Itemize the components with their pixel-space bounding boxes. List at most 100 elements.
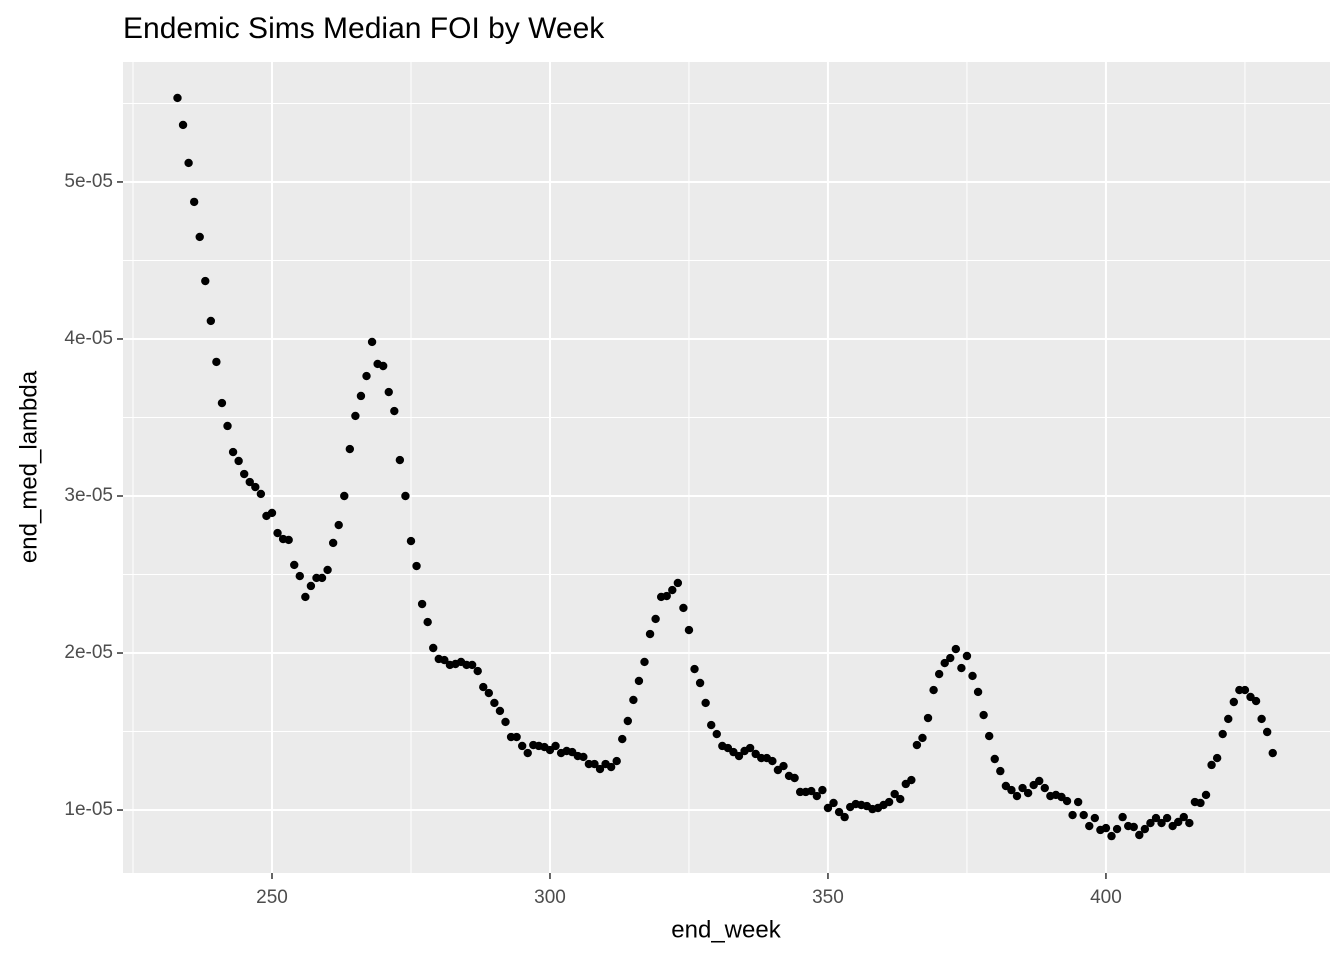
point [1085,821,1094,831]
point [579,752,588,762]
x-axis-title: end_week [671,916,781,943]
point [890,789,899,799]
point [779,761,788,771]
point [1118,812,1127,822]
point [951,644,961,654]
point [390,406,399,416]
point [645,629,655,639]
point [590,759,599,769]
point [1068,810,1077,820]
point [1040,783,1049,793]
chart-title: Endemic Sims Median FOI by Week [123,12,605,45]
point [1079,810,1088,820]
point [957,663,966,673]
point [595,764,605,774]
point [818,785,827,795]
point [356,391,366,401]
x-tick-label: 300 [534,887,566,908]
x-tick-label: 250 [256,887,288,908]
y-axis-title: end_med_lambda [15,370,42,563]
point [1135,830,1144,840]
point [1007,785,1016,795]
point [668,585,677,595]
point [301,592,310,602]
point [1101,823,1111,833]
point [929,685,938,695]
point [317,573,327,583]
point [551,741,560,751]
point [923,713,933,723]
point [768,756,777,766]
point [973,687,983,697]
point [684,625,694,635]
point [679,603,688,613]
point [412,561,421,571]
point [618,734,627,744]
point [351,411,360,421]
point [623,716,633,726]
point [1151,813,1161,823]
point [1112,824,1122,834]
point [517,741,527,751]
point [479,682,488,692]
point [1196,798,1205,808]
point [1268,748,1277,758]
point [1062,796,1072,806]
point [423,617,432,627]
point [1162,813,1172,823]
point [495,706,505,716]
point [490,698,499,708]
point [606,762,616,772]
y-tick-label: 1e-05 [64,799,113,820]
point [395,455,405,465]
point [629,695,638,705]
point [896,794,905,804]
point [812,791,822,801]
point [690,664,699,674]
point [406,536,416,546]
point [745,743,755,753]
point [962,651,972,661]
point [362,371,371,381]
point [695,678,705,688]
point [401,491,410,501]
point [201,276,210,286]
point [662,591,671,601]
point [284,535,293,545]
point [807,786,816,796]
point [195,232,204,242]
point [1107,831,1116,841]
point [240,469,249,479]
point [790,773,799,783]
point [884,797,894,807]
point [907,775,916,785]
point [178,120,188,130]
point [245,477,254,487]
point [378,361,388,371]
point [823,803,833,813]
point [634,676,644,686]
x-tick-label: 350 [812,887,844,908]
point [1207,760,1216,770]
point [918,733,927,743]
point [323,565,332,575]
point [484,688,494,698]
point [984,731,994,741]
point [184,158,193,168]
point [290,560,299,570]
point [707,720,716,730]
point [1174,817,1183,827]
point [912,740,922,750]
point [834,807,844,817]
point [1224,714,1233,724]
point [1251,696,1261,706]
point [840,812,849,822]
point [640,657,649,667]
point [1146,818,1155,828]
point [934,669,944,679]
point [940,658,949,668]
point [1157,818,1166,828]
point [256,489,266,499]
panel-background [123,62,1330,873]
